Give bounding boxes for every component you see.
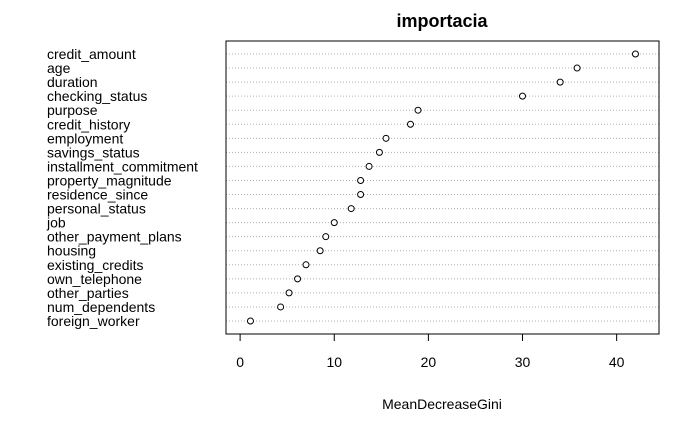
- x-tick-label: 30: [515, 354, 531, 370]
- category-label: own_telephone: [47, 271, 142, 287]
- category-label: credit_amount: [47, 46, 136, 62]
- data-point: [406, 120, 414, 128]
- category-label: residence_since: [47, 187, 148, 203]
- category-label: housing: [47, 243, 96, 259]
- category-label: employment: [47, 130, 123, 146]
- category-label: purpose: [47, 102, 98, 118]
- data-point: [375, 148, 383, 156]
- category-label: duration: [47, 74, 98, 90]
- data-point: [316, 247, 324, 255]
- data-point: [519, 92, 527, 100]
- category-label: num_dependents: [47, 299, 155, 315]
- data-point: [365, 162, 373, 170]
- data-point: [556, 78, 564, 86]
- data-point: [357, 176, 365, 184]
- category-label: other_payment_plans: [47, 229, 182, 245]
- grid-lines: [226, 53, 659, 322]
- category-label: savings_status: [47, 144, 140, 160]
- category-label: personal_status: [47, 201, 146, 217]
- chart-title: importacia: [396, 11, 488, 31]
- data-point: [294, 275, 302, 283]
- category-label: credit_history: [47, 116, 130, 132]
- category-label: installment_commitment: [47, 158, 198, 174]
- data-point: [302, 261, 310, 269]
- category-label: age: [47, 60, 71, 76]
- x-axis-label: MeanDecreaseGini: [382, 396, 502, 412]
- category-label: property_magnitude: [47, 172, 172, 188]
- x-tick-label: 0: [236, 354, 244, 370]
- category-label: existing_credits: [47, 257, 144, 273]
- data-point: [246, 317, 254, 325]
- category-label: job: [46, 215, 66, 231]
- category-labels: credit_amountagedurationchecking_statusp…: [46, 46, 198, 329]
- data-point: [347, 205, 355, 213]
- data-point: [357, 191, 365, 199]
- x-tick-label: 20: [421, 354, 437, 370]
- x-axis: 0 10 20 30 40: [236, 333, 625, 370]
- category-label: other_parties: [47, 285, 129, 301]
- data-point: [330, 219, 338, 227]
- data-point: [322, 233, 330, 241]
- category-label: checking_status: [47, 88, 147, 104]
- data-point: [414, 106, 422, 114]
- category-label: foreign_worker: [47, 313, 140, 329]
- data-point: [382, 134, 390, 142]
- data-points: [246, 50, 639, 325]
- data-point: [285, 289, 293, 297]
- x-tick-label: 40: [609, 354, 625, 370]
- data-point: [277, 303, 285, 311]
- x-tick-label: 10: [326, 354, 342, 370]
- data-point: [573, 64, 581, 72]
- data-point: [631, 50, 639, 58]
